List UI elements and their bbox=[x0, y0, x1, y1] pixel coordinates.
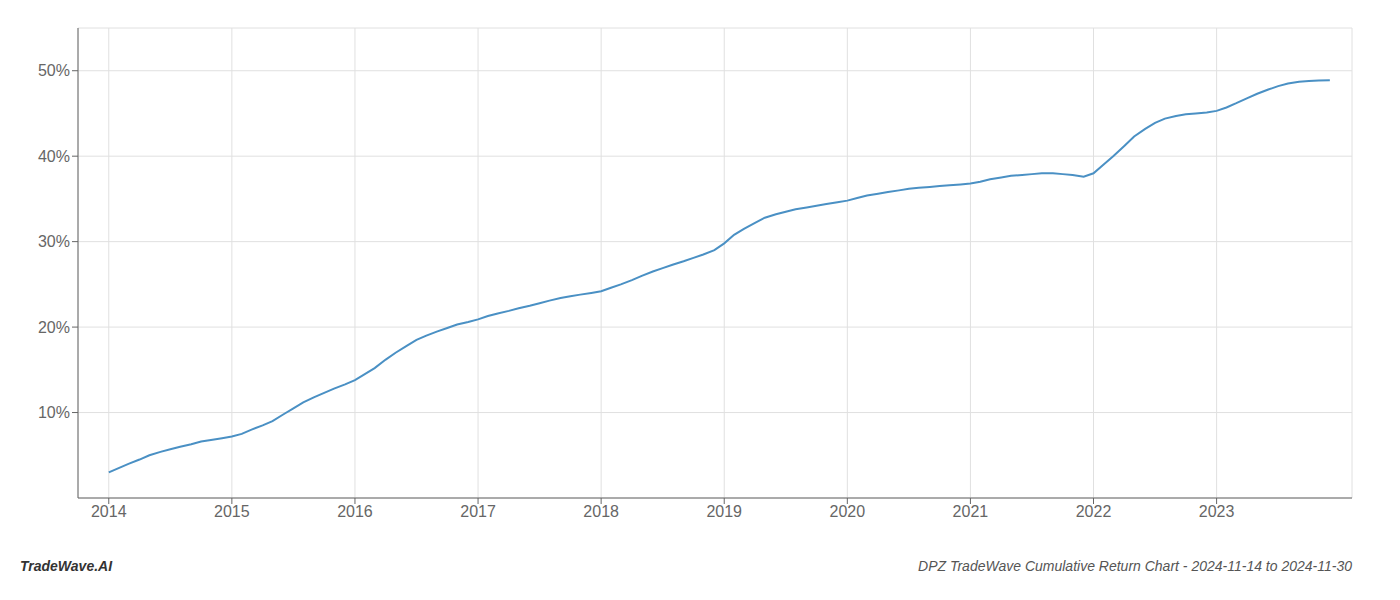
svg-text:2021: 2021 bbox=[953, 503, 989, 520]
svg-text:2020: 2020 bbox=[830, 503, 866, 520]
svg-text:2017: 2017 bbox=[460, 503, 496, 520]
html-text:TradeWave.AI: TradeWave.AI bbox=[20, 558, 113, 574]
svg-text:40%: 40% bbox=[38, 148, 70, 165]
svg-text:2019: 2019 bbox=[706, 503, 742, 520]
svg-text:10%: 10% bbox=[38, 404, 70, 421]
svg-text:2015: 2015 bbox=[214, 503, 250, 520]
svg-text:30%: 30% bbox=[38, 233, 70, 250]
svg-text:50%: 50% bbox=[38, 62, 70, 79]
svg-text:2023: 2023 bbox=[1199, 503, 1235, 520]
svg-text:2016: 2016 bbox=[337, 503, 373, 520]
svg-text:2022: 2022 bbox=[1076, 503, 1112, 520]
svg-text:2014: 2014 bbox=[91, 503, 127, 520]
svg-text:20%: 20% bbox=[38, 319, 70, 336]
svg-text:2018: 2018 bbox=[583, 503, 619, 520]
html-text:DPZ TradeWave Cumulative Retur: DPZ TradeWave Cumulative Return Chart - … bbox=[918, 558, 1352, 574]
